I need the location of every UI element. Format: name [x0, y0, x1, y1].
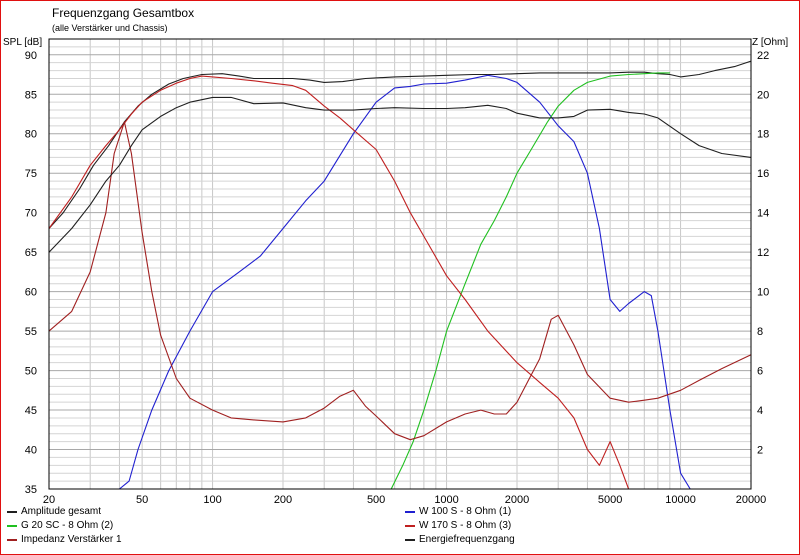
x-tick-label: 2000 — [505, 494, 529, 506]
y-tick-label-right: 18 — [757, 129, 769, 141]
y-tick-label-left: 60 — [25, 287, 37, 299]
legend-label: Impedanz Verstärker 1 — [21, 534, 122, 545]
legend-swatch — [405, 510, 415, 513]
legend-swatch — [405, 524, 415, 527]
x-tick-label: 100 — [203, 494, 221, 506]
y-tick-label-left: 55 — [25, 326, 37, 338]
legend-label: Energiefrequenzgang — [419, 534, 515, 545]
y-tick-label-right: 20 — [757, 89, 769, 101]
y-tick-label-left: 40 — [25, 445, 37, 457]
x-tick-label: 500 — [367, 494, 385, 506]
x-tick-label: 200 — [274, 494, 292, 506]
x-tick-label: 50 — [136, 494, 148, 506]
legend-item-g20sc: G 20 SC - 8 Ohm (2) — [7, 520, 113, 531]
x-tick-label: 10000 — [665, 494, 696, 506]
series-g-20-sc-8-ohm-2 — [49, 72, 670, 490]
y-tick-label-left: 45 — [25, 405, 37, 417]
y-tick-label-right: 16 — [757, 168, 769, 180]
legend-swatch — [7, 538, 17, 541]
legend-label: Amplitude gesamt — [21, 506, 102, 517]
legend-item-w170s: W 170 S - 8 Ohm (3) — [405, 520, 511, 531]
y-tick-label-left: 85 — [25, 89, 37, 101]
plot-area-border — [48, 38, 752, 490]
grid — [48, 39, 752, 489]
series-w-100-s-8-ohm-1 — [49, 74, 751, 490]
y-tick-label-left: 75 — [25, 168, 37, 180]
y-tick-label-right: 2 — [757, 445, 763, 457]
y-tick-label-left: 65 — [25, 247, 37, 259]
y-tick-label-left: 70 — [25, 208, 37, 220]
y-tick-label-right: 8 — [757, 326, 763, 338]
legend-label: W 100 S - 8 Ohm (1) — [419, 506, 512, 517]
legend-swatch — [7, 524, 17, 527]
tick-labels: 20 50 100 200 500 1000 2000 5000 10000 20000 35 40 4… — [25, 50, 770, 506]
x-tick-label: 5000 — [598, 494, 622, 506]
series-energiefrequenzgang — [48, 96, 752, 253]
x-tick-label: 1000 — [434, 494, 458, 506]
y-tick-label-right: 6 — [757, 366, 763, 378]
x-tick-label: 20000 — [736, 494, 767, 506]
y-tick-label-right: 12 — [757, 247, 769, 259]
series-w-170-s-8-ohm-3 — [48, 75, 751, 490]
legend-item-amplitude-gesamt: Amplitude gesamt — [7, 506, 101, 517]
legend-swatch — [405, 538, 415, 541]
x-tick-label: 20 — [43, 494, 55, 506]
series-group — [48, 60, 752, 490]
y-tick-label-left: 80 — [25, 129, 37, 141]
y-tick-label-left: 35 — [25, 484, 37, 496]
series-impedanz-verst-rker-1 — [48, 121, 752, 441]
chart-subtitle: (alle Verstärker und Chassis) — [52, 23, 168, 33]
chart-title: Frequenzgang Gesamtbox — [52, 6, 194, 20]
y-tick-label-left: 50 — [25, 366, 37, 378]
y-axis-right-label: Z [Ohm] — [752, 37, 788, 48]
y-tick-label-left: 90 — [25, 50, 37, 62]
y-tick-label-right: 14 — [757, 208, 769, 220]
y-tick-label-right: 10 — [757, 287, 769, 299]
legend-item-w100s: W 100 S - 8 Ohm (1) — [405, 506, 511, 517]
legend-label: G 20 SC - 8 Ohm (2) — [21, 520, 114, 531]
legend-item-energiefrequenzgang: Energiefrequenzgang — [405, 534, 515, 545]
y-axis-left-label: SPL [dB] — [3, 37, 42, 48]
legend-label: W 170 S - 8 Ohm (3) — [419, 520, 512, 531]
legend-swatch — [7, 510, 17, 513]
y-tick-label-right: 4 — [757, 405, 763, 417]
y-tick-label-right: 22 — [757, 50, 769, 62]
plot-border — [48, 38, 752, 490]
legend-item-impedanz: Impedanz Verstärker 1 — [7, 534, 122, 545]
